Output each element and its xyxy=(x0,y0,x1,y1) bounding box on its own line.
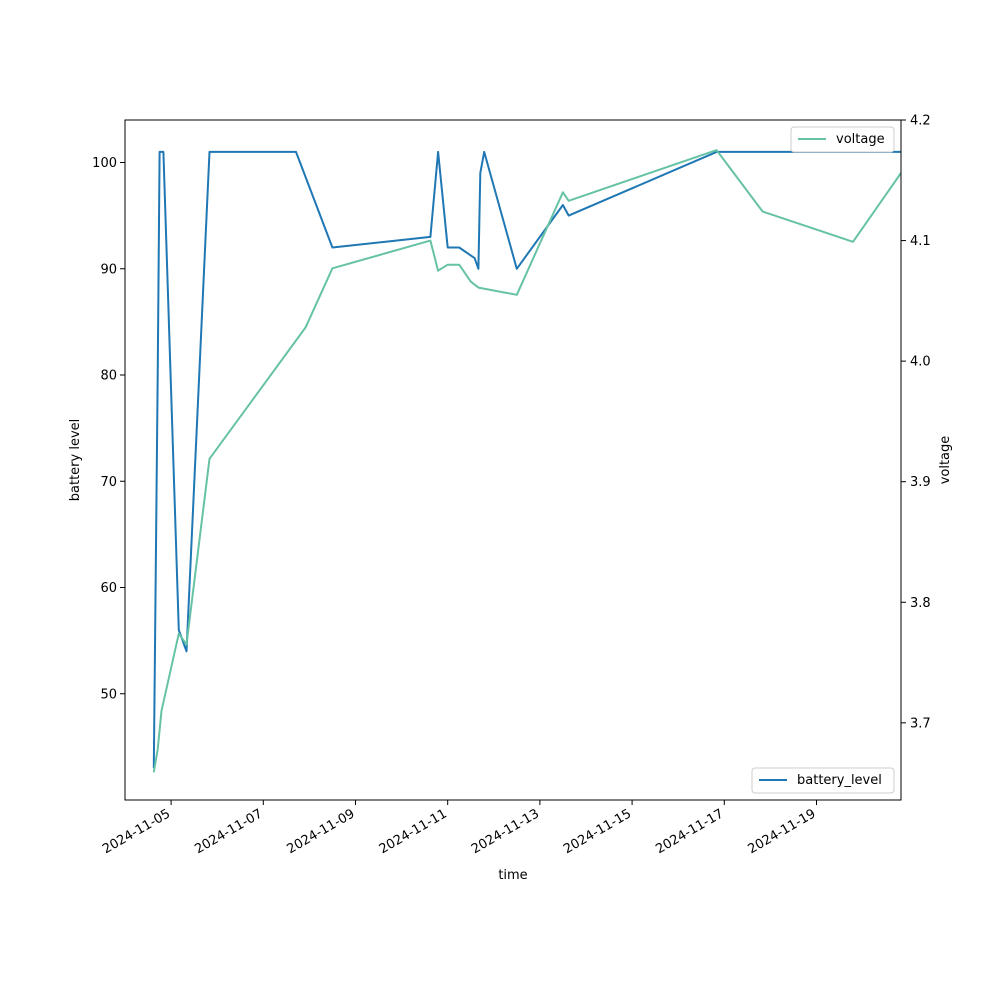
legend-battery-level: battery_level xyxy=(751,767,895,794)
y-axis-right: 3.7 3.8 3.9 4.0 4.1 4.2 xyxy=(901,114,931,731)
legend-battery-level-label: battery_level xyxy=(797,773,882,788)
plot-area xyxy=(152,149,902,773)
y-left-tick-label: 80 xyxy=(100,369,117,384)
legend-voltage: voltage xyxy=(790,126,895,153)
legend-battery-level-box xyxy=(751,767,895,794)
y-right-tick-label: 4.0 xyxy=(910,355,931,370)
plot-frame xyxy=(124,119,902,801)
y-right-tick-label: 3.8 xyxy=(910,596,931,611)
x-axis-label: time xyxy=(498,868,527,883)
legend-voltage-box xyxy=(790,126,895,153)
y-axis-left-label: battery level xyxy=(68,419,83,502)
y-axis-right-label: voltage xyxy=(938,436,953,485)
y-left-tick-label: 70 xyxy=(100,475,117,490)
y-left-tick-label: 100 xyxy=(92,156,117,171)
legend-voltage-label: voltage xyxy=(836,132,885,147)
y-left-tick-label: 60 xyxy=(100,581,117,596)
y-axis-left: 50 60 70 80 90 100 xyxy=(92,156,125,702)
series-line-voltage xyxy=(152,149,902,773)
y-left-tick-label: 50 xyxy=(100,687,117,702)
series-line-battery-level xyxy=(152,150,901,769)
y-right-tick-label: 3.7 xyxy=(910,716,931,731)
y-right-tick-label: 3.9 xyxy=(910,475,931,490)
y-right-tick-label: 4.2 xyxy=(910,114,931,129)
y-left-tick-label: 90 xyxy=(100,262,117,277)
y-right-tick-label: 4.1 xyxy=(910,234,931,249)
